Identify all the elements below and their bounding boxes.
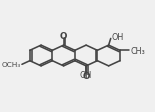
Text: O: O [60, 32, 67, 41]
Text: O: O [82, 71, 90, 80]
Text: OH: OH [112, 33, 124, 42]
Text: OH: OH [80, 70, 92, 79]
Text: CH₃: CH₃ [130, 46, 145, 55]
Text: OCH₃: OCH₃ [2, 62, 21, 68]
